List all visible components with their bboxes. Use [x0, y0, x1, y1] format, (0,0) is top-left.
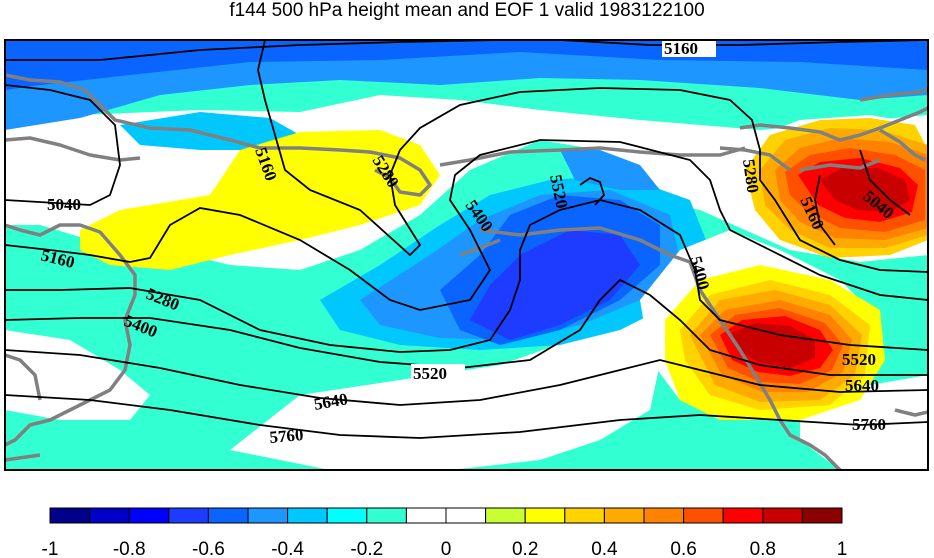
contour-label: 5520: [842, 350, 876, 369]
colorbar-swatch: [128, 507, 170, 524]
contour-label: 5280: [739, 158, 763, 194]
colorbar-tick-label: 1: [837, 539, 848, 558]
colorbar-swatch: [485, 507, 526, 524]
contour-label: 5640: [845, 376, 879, 395]
colorbar-swatch: [643, 507, 685, 524]
coastlines: [5, 73, 928, 470]
colorbar: [49, 507, 843, 524]
colorbar-tick-label: 0: [441, 539, 452, 558]
colorbar-swatch: [801, 507, 843, 524]
colorbar-tick-label: 0.4: [591, 539, 618, 558]
colorbar-tick-label: -0.6: [192, 539, 225, 558]
map-title: f144 500 hPa height mean and EOF 1 valid…: [229, 0, 705, 21]
colorbar-swatch: [168, 507, 209, 524]
contour-label: 5040: [47, 195, 81, 214]
colorbar-tick-label: 0.2: [512, 539, 538, 558]
colorbar-swatch: [722, 507, 764, 524]
colorbar-swatch: [445, 507, 487, 524]
colorbar-swatch: [762, 507, 803, 524]
colorbar-swatch: [366, 507, 407, 524]
colorbar-ticks: -1 -0.8 -0.6 -0.4 -0.2 0 0.2 0.4 0.6 0.8 1: [42, 539, 848, 558]
colorbar-swatch: [603, 507, 645, 524]
colorbar-tick-label: -0.2: [350, 539, 383, 558]
colorbar-swatch: [405, 507, 447, 524]
colorbar-tick-label: -1: [42, 539, 59, 558]
colorbar-swatch: [564, 507, 605, 524]
colorbar-tick-label: 0.8: [750, 539, 776, 558]
contour-label: 5160: [664, 39, 698, 58]
contour-label: 5760: [852, 415, 886, 434]
colorbar-swatch: [524, 507, 566, 524]
colorbar-tick-label: -0.8: [113, 539, 146, 558]
map-border: [4, 39, 929, 471]
colorbar-tick-label: -0.4: [271, 539, 304, 558]
colorbar-tick-label: 0.6: [670, 539, 696, 558]
contour-label: 5520: [413, 364, 447, 383]
colorbar-swatch: [326, 507, 368, 524]
colorbar-swatch: [49, 507, 91, 524]
contour-label: 5760: [269, 425, 305, 447]
height-contours: [5, 40, 928, 439]
colorbar-swatch: [247, 507, 289, 524]
colorbar-swatch: [89, 507, 130, 524]
colorbar-swatch: [207, 507, 249, 524]
colorbar-swatch: [287, 507, 328, 524]
colorbar-swatch: [683, 507, 724, 524]
